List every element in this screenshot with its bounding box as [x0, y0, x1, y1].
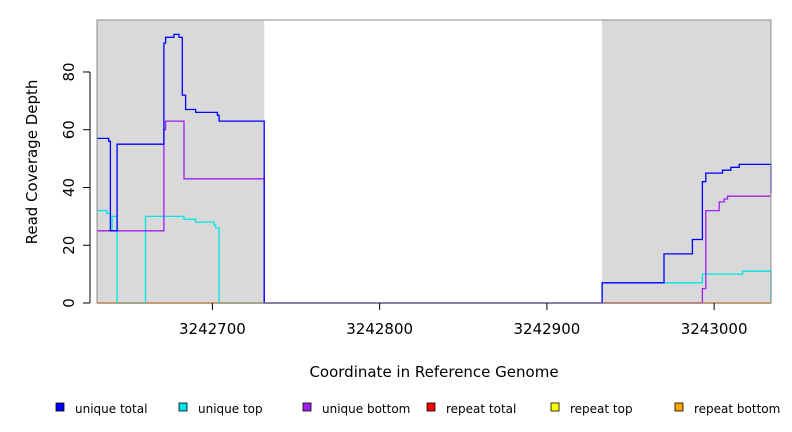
legend-item-repeat-total: repeat total — [426, 402, 516, 416]
legend-swatch — [550, 402, 560, 412]
legend: unique total unique top unique bottom repea… — [55, 402, 780, 416]
y-tick-label: 60 — [60, 120, 78, 139]
y-tick-label: 20 — [60, 236, 78, 255]
shaded-regions — [97, 20, 771, 303]
y-tick-label: 80 — [60, 62, 78, 81]
y-tick-label: 40 — [60, 178, 78, 197]
x-tick-label: 3242700 — [179, 320, 246, 338]
legend-item-unique-top: unique top — [178, 402, 263, 416]
legend-item-unique-total: unique total — [55, 402, 147, 416]
legend-swatch — [674, 402, 684, 412]
legend-swatch — [302, 402, 312, 412]
x-axis-title: Coordinate in Reference Genome — [309, 363, 558, 381]
legend-item-repeat-bottom: repeat bottom — [674, 402, 780, 416]
legend-label: repeat bottom — [694, 402, 780, 416]
x-tick-label: 3242800 — [346, 320, 413, 338]
y-axis-title: Read Coverage Depth — [23, 80, 41, 245]
legend-swatch — [178, 402, 188, 412]
legend-swatch — [426, 402, 436, 412]
x-tick-label: 3242900 — [513, 320, 580, 338]
plot-frame — [96, 19, 772, 304]
legend-label: unique top — [198, 402, 263, 416]
legend-swatch — [55, 402, 65, 412]
legend-label: unique total — [75, 402, 147, 416]
legend-label: repeat total — [446, 402, 516, 416]
x-tick-label: 3243000 — [681, 320, 748, 338]
legend-label: unique bottom — [322, 402, 410, 416]
legend-item-repeat-top: repeat top — [550, 402, 633, 416]
series-line-unique-total — [97, 33, 772, 304]
legend-item-unique-bottom: unique bottom — [302, 402, 410, 416]
legend-label: repeat top — [570, 402, 633, 416]
y-tick-label: 0 — [60, 298, 78, 308]
x-axis: 3242700 3242800 3242900 3243000 — [179, 303, 748, 338]
shaded-region-0 — [97, 20, 265, 303]
y-axis: 0 20 40 60 80 — [60, 62, 91, 308]
shaded-region-1 — [602, 20, 771, 303]
